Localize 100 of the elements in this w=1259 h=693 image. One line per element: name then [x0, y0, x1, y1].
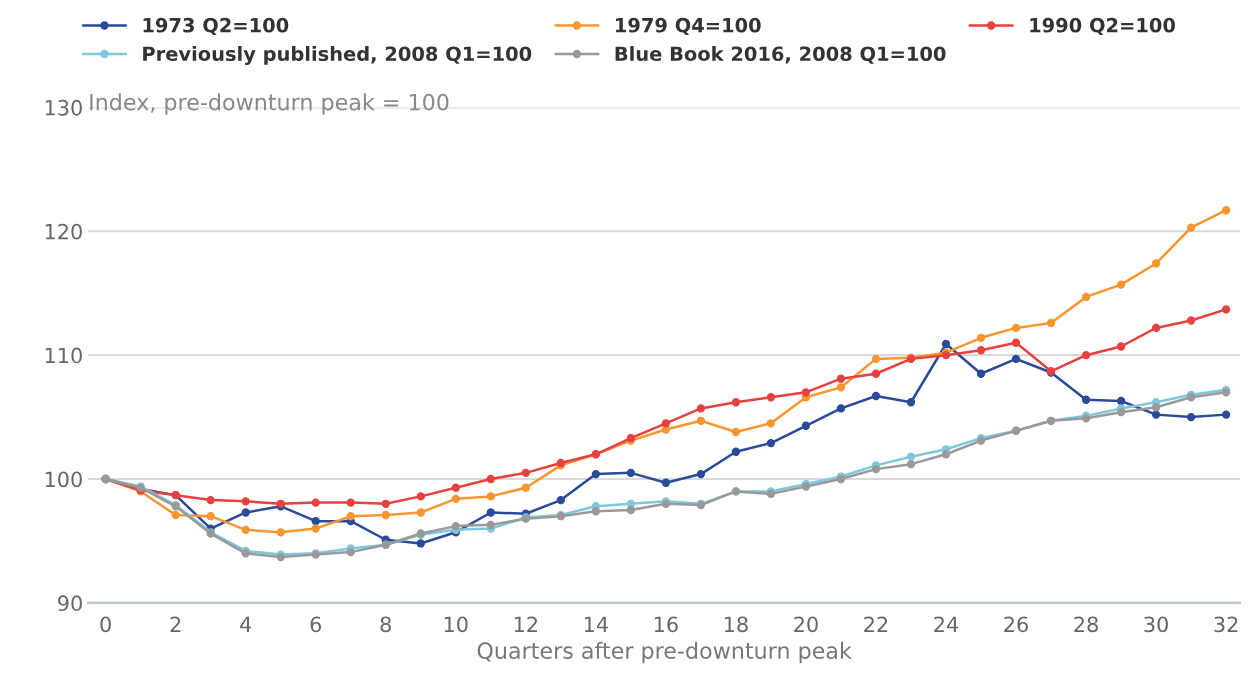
point: [976, 333, 986, 342]
x-tick-label: 0: [100, 616, 111, 633]
point: [241, 525, 250, 534]
point: [1151, 403, 1161, 412]
point: [1186, 412, 1196, 422]
point: [206, 495, 215, 505]
point: [1186, 223, 1196, 232]
point: [556, 495, 565, 505]
point: [1081, 292, 1091, 302]
point: [941, 450, 951, 459]
y-tick-label: 130: [45, 99, 82, 116]
x-tick-label: 4: [240, 616, 252, 632]
point: [521, 468, 530, 478]
point: [1116, 407, 1126, 417]
point: [311, 498, 320, 507]
point: [381, 510, 390, 520]
point: [1221, 410, 1231, 419]
x-tick-label: 28: [1074, 616, 1098, 633]
point: [871, 354, 881, 364]
point: [1221, 206, 1231, 215]
x-tick-label: 22: [864, 616, 888, 632]
legend-label: Blue Book 2016, 2008 Q1=100: [615, 46, 946, 64]
point: [241, 508, 250, 517]
point: [591, 469, 601, 479]
point: [451, 521, 460, 531]
point: [311, 516, 320, 526]
legend-label: 1990 Q2=100: [1030, 17, 1176, 36]
x-tick-label: 6: [310, 616, 322, 633]
point: [801, 421, 811, 430]
point: [346, 547, 355, 557]
point: [906, 460, 916, 469]
point: [836, 383, 846, 392]
point: [1116, 342, 1126, 351]
point: [661, 419, 671, 428]
y-axis-title: Index, pre-downturn peak = 100: [90, 93, 449, 115]
point: [731, 398, 741, 407]
point: [486, 508, 495, 517]
point: [696, 416, 706, 425]
point: [1221, 305, 1231, 314]
point: [626, 505, 636, 515]
point: [416, 539, 425, 548]
point: [416, 492, 425, 501]
point: [661, 478, 671, 487]
point: [521, 483, 530, 492]
point: [976, 346, 986, 355]
x-tick-label: 18: [724, 616, 748, 633]
x-tick-label: 20: [794, 616, 818, 633]
point: [836, 374, 846, 383]
point: [1046, 318, 1056, 328]
x-axis-title: Quarters after pre-downturn peak: [477, 641, 852, 664]
point: [311, 524, 320, 533]
point: [346, 512, 355, 521]
point: [206, 512, 215, 521]
point: [1151, 410, 1161, 419]
point: [766, 438, 776, 448]
point: [801, 388, 811, 397]
point: [486, 520, 495, 530]
point: [591, 507, 601, 516]
y-tick-label: 90: [58, 595, 82, 612]
point: [1081, 351, 1091, 360]
x-tick-label: 14: [584, 616, 608, 632]
point: [486, 492, 495, 501]
point: [871, 391, 881, 401]
point: [696, 469, 706, 479]
point: [626, 468, 636, 478]
point: [1186, 316, 1196, 325]
x-tick-label: 30: [1144, 616, 1168, 633]
x-tick-label: 8: [380, 616, 391, 633]
x-tick-label: 24: [934, 616, 959, 632]
legend-label: 1973 Q2=100: [143, 17, 289, 36]
point: [1151, 323, 1161, 333]
point: [941, 339, 951, 349]
point: [871, 464, 881, 474]
point: [871, 369, 881, 378]
point: [1116, 280, 1126, 289]
point: [766, 393, 776, 402]
point: [976, 369, 986, 378]
y-tick-label: 120: [45, 223, 82, 240]
point: [906, 452, 916, 461]
point: [486, 474, 495, 484]
point: [906, 398, 916, 407]
point: [1011, 354, 1021, 364]
point: [731, 427, 741, 437]
y-tick-label: 100: [45, 471, 82, 488]
point: [1011, 338, 1021, 347]
point: [766, 419, 776, 428]
point: [1081, 395, 1091, 404]
point: [1011, 323, 1021, 333]
x-tick-label: 16: [654, 616, 678, 633]
point: [451, 483, 460, 492]
point: [416, 508, 425, 517]
point: [1116, 396, 1126, 406]
x-tick-label: 12: [514, 616, 537, 632]
point: [381, 499, 390, 508]
point: [731, 447, 741, 456]
point: [696, 404, 706, 413]
legend-label: 1979 Q4=100: [616, 17, 761, 36]
point: [836, 404, 846, 413]
x-tick-label: 32: [1214, 616, 1238, 633]
point: [171, 510, 180, 520]
